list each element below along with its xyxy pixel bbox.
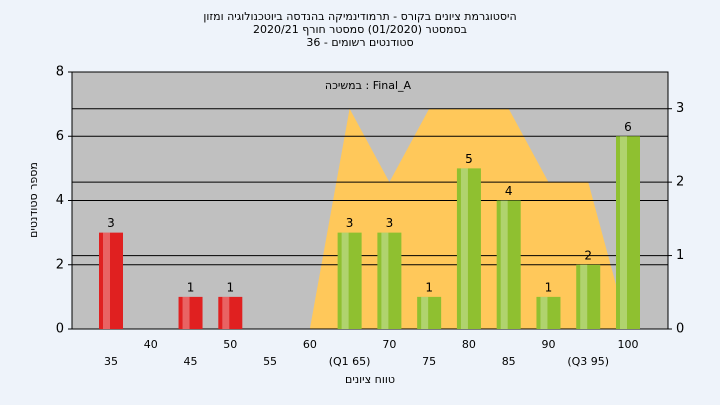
chart-subtitle: בסמסטר (01/2020) סמסטר חורף 2020/21 [253,23,467,36]
value-label: 6 [624,120,632,134]
bar-highlight [620,136,627,329]
x-tick-label: 100 [618,338,639,351]
bar [496,200,521,329]
bar-highlight [540,296,548,329]
bar [99,232,123,329]
value-label: 5 [465,152,473,166]
value-label: 3 [107,216,115,230]
value-label: 1 [545,280,553,294]
x-tick-label: 70 [382,338,396,351]
x-tick-label: 45 [184,355,198,368]
chart-title: היסטוגרמת ציונים בקורס - תרמודינמיקה בהנ… [203,10,516,23]
bar [178,296,203,329]
y-axis-label: מספר סטודנטים [27,162,40,238]
x-tick-label: 60 [303,338,317,351]
plot-frame [71,71,669,330]
bar [337,232,362,329]
bar [417,296,442,329]
y2-tick-label: 3 [676,101,684,116]
x-tick-label: 55 [263,355,277,368]
y-tick-label: 2 [56,257,64,272]
value-label: 3 [346,216,354,230]
bar [536,296,561,329]
value-label: 1 [187,280,195,294]
bar-highlight [500,200,508,329]
x-tick-label: (Q1 65) [329,355,371,368]
bar-highlight [460,168,468,329]
value-label: 1 [425,280,433,294]
y2-tick-label: 0 [676,322,684,337]
y-tick-label: 8 [56,65,64,80]
bar-highlight [421,296,429,329]
x-tick-label: 40 [144,338,158,351]
bar [218,296,243,329]
x-tick-label: 35 [104,355,118,368]
y-tick-label: 4 [56,193,64,208]
bar-highlight [222,296,230,329]
bar [616,136,640,329]
value-label: 1 [226,280,234,294]
bar-highlight [103,232,110,329]
x-tick-label: 90 [541,338,555,351]
y-tick-label: 0 [56,322,64,337]
x-tick-label: 75 [422,355,436,368]
value-label: 4 [505,184,513,198]
value-label: 2 [584,248,592,262]
bar-highlight [341,232,349,329]
chart-subtitle: סטודנטים רשומים - 36 [306,36,413,49]
bar-highlight [381,232,389,329]
x-tick-label: 80 [462,338,476,351]
x-axis-label: טווח ציונים [345,373,395,386]
y2-tick-label: 2 [676,175,684,190]
annotation: במשיכה : Final_A [325,79,412,92]
bar [456,168,481,329]
x-tick-label: (Q3 95) [567,355,609,368]
y2-tick-label: 1 [676,248,684,263]
bar-highlight [580,264,588,329]
x-tick-label: 85 [502,355,516,368]
bar [377,232,402,329]
value-label: 3 [386,216,394,230]
x-tick-label: 50 [223,338,237,351]
bar [576,264,601,329]
bar-highlight [182,296,190,329]
y-tick-label: 6 [56,129,64,144]
